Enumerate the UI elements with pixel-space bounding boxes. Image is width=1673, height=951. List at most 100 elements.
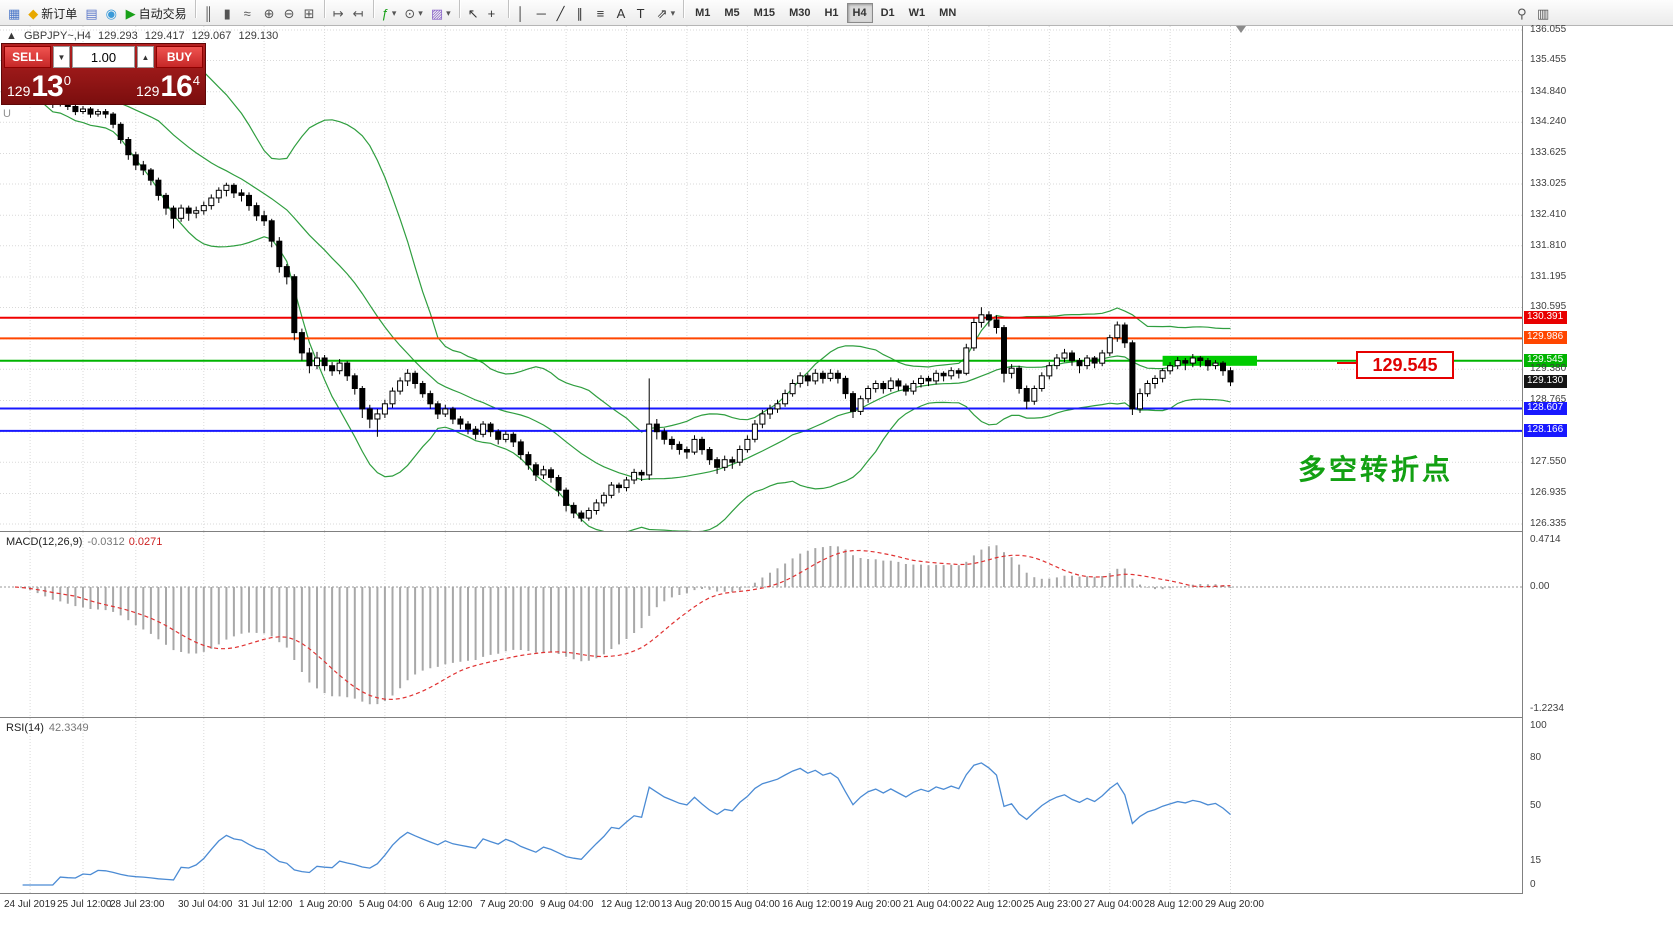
terminal-button[interactable]: ◉ <box>102 3 122 25</box>
rsi-panel[interactable] <box>0 718 1522 893</box>
lot-increase-button[interactable]: ▲ <box>137 46 154 68</box>
indicators-icon: ƒ <box>381 6 389 22</box>
time-scale-label: 12 Aug 12:00 <box>601 899 660 910</box>
time-scale-label: 6 Aug 12:00 <box>419 899 473 910</box>
buy-price: 129 16 4 <box>136 70 200 103</box>
timeframe-w1-button[interactable]: W1 <box>903 3 932 23</box>
templates-icon: ▨ <box>430 6 444 22</box>
price-line-badge: 128.166 <box>1524 424 1568 437</box>
rsi-line <box>22 762 1231 886</box>
auto-scroll-icon: ↦ <box>332 6 344 22</box>
templates-dropdown-icon[interactable]: ▾ <box>446 8 451 19</box>
timeframe-h4-button[interactable]: H4 <box>846 2 873 23</box>
periods-button[interactable]: ⊙ ▾ <box>400 3 426 25</box>
buy-button[interactable]: BUY <box>156 46 203 68</box>
window-list-button[interactable]: ▥ <box>1533 2 1553 24</box>
toolbar-left-group: ▦ ◆ 新订单 ▤ ◉ ▶ 自动交易 ║ ▮ ≈ ⊕ ⊖ ⊞ ↦ ↤ ƒ ▾ ⊙ ▾ ▨ ▾ ↖ + │ ─ ╱ ∥ ≡ A T ⇗ ▾ <box>4 0 688 25</box>
chart-profiles-button[interactable]: ▤ <box>81 3 101 25</box>
time-scale-label: 25 Aug 23:00 <box>1023 899 1082 910</box>
macd-title: MACD(12,26,9) -0.0312 0.0271 <box>6 536 163 548</box>
main-toolbar: ▦ ◆ 新订单 ▤ ◉ ▶ 自动交易 ║ ▮ ≈ ⊕ ⊖ ⊞ ↦ ↤ ƒ ▾ ⊙ ▾ ▨ ▾ ↖ + │ ─ ╱ ∥ ≡ A T ⇗ ▾ M1… <box>0 0 1673 26</box>
price-scale-label: 132.410 <box>1530 209 1567 220</box>
price-scale-label: 135.455 <box>1530 54 1567 65</box>
toolbar-separator <box>507 0 509 19</box>
periods-dropdown-icon[interactable]: ▾ <box>418 8 423 19</box>
chart-line-button[interactable]: ≈ <box>240 3 260 25</box>
chart-shift-button[interactable]: ↤ <box>349 3 369 25</box>
chart-bars-button[interactable]: ║ <box>200 3 220 25</box>
macd-histogram <box>21 545 1232 705</box>
rsi-scale-label: 80 <box>1530 752 1542 763</box>
templates-button[interactable]: ▨ ▾ <box>427 3 455 25</box>
collapse-panel-icon[interactable]: ▲ <box>6 30 17 42</box>
chart-annotation-text[interactable]: 多空转折点 <box>1298 454 1454 485</box>
zoom-in-button[interactable]: ⊕ <box>260 3 280 25</box>
price-callout-box[interactable]: 129.545 <box>1356 351 1454 379</box>
arrows-button[interactable]: ⇗ ▾ <box>653 3 679 25</box>
timeframe-m15-button[interactable]: M15 <box>748 3 781 23</box>
macd-scale-label: 0.00 <box>1530 581 1550 592</box>
vertical-line-button[interactable]: │ <box>513 3 533 25</box>
panel-separator[interactable] <box>0 531 1522 532</box>
indicators-button[interactable]: ƒ ▾ <box>378 3 401 25</box>
timeframe-m30-button[interactable]: M30 <box>783 3 816 23</box>
timeframe-mn-button[interactable]: MN <box>933 3 962 23</box>
macd-scale-label: 0.4714 <box>1530 534 1561 545</box>
arrows-dropdown-icon[interactable]: ▾ <box>670 8 676 19</box>
auto-scroll-button[interactable]: ↦ <box>329 3 349 25</box>
zoom-in-icon: ⊕ <box>263 6 275 22</box>
new-chart-button[interactable]: ▦ <box>4 3 24 25</box>
price-scale-label: 131.810 <box>1530 240 1567 251</box>
watermark-fragment: U <box>3 108 11 120</box>
chart-shift-marker[interactable] <box>1236 26 1246 33</box>
timeframe-m1-button[interactable]: M1 <box>689 3 716 23</box>
horizontal-line-objects[interactable] <box>0 316 1522 432</box>
bollinger-bands <box>14 51 1231 531</box>
cursor-button[interactable]: ↖ <box>464 3 484 25</box>
timeframe-h1-button[interactable]: H1 <box>818 3 844 23</box>
horizontal-line-button[interactable]: ─ <box>533 3 553 25</box>
lot-size-input[interactable]: 1.00 <box>72 46 135 68</box>
new-order-button[interactable]: ◆ 新订单 <box>24 3 81 25</box>
tile-windows-button[interactable]: ⊞ <box>300 3 320 25</box>
macd-signal-line <box>14 549 1231 701</box>
time-scale-label: 27 Aug 04:00 <box>1084 899 1143 910</box>
search-button[interactable]: ⚲ <box>1513 2 1533 24</box>
panel-separator[interactable] <box>0 717 1522 718</box>
tile-windows-icon: ⊞ <box>303 6 315 22</box>
toolbar-separator <box>458 0 460 19</box>
text-label-button[interactable]: T <box>633 3 653 25</box>
new-order-label: 新订单 <box>41 7 78 22</box>
trendline-button[interactable]: ╱ <box>553 3 573 25</box>
price-scale[interactable]: 136.055 135.455 134.840 134.240 133.625 133.0… <box>1522 24 1673 894</box>
equidistant-channel-button[interactable]: ∥ <box>573 3 593 25</box>
axis-separator <box>0 893 1522 894</box>
price-scale-label: 128.765 <box>1530 394 1567 405</box>
autotrading-label: 自动交易 <box>138 7 187 22</box>
text-button[interactable]: A <box>613 3 633 25</box>
price-scale-label: 133.625 <box>1530 147 1567 158</box>
time-scale[interactable]: 24 Jul 2019 25 Jul 12:00 28 Jul 23:00 30 Ju… <box>0 894 1522 918</box>
time-scale-label: 24 Jul 2019 <box>4 899 56 910</box>
chart-profiles-icon: ▤ <box>85 6 98 22</box>
indicators-dropdown-icon[interactable]: ▾ <box>391 8 397 19</box>
macd-panel[interactable] <box>0 532 1522 717</box>
rsi-scale-label: 15 <box>1530 855 1542 866</box>
price-chart[interactable] <box>0 26 1522 531</box>
timeframe-d1-button[interactable]: D1 <box>875 3 901 23</box>
price-scale-label: 130.595 <box>1530 301 1567 312</box>
time-scale-label: 28 Jul 23:00 <box>110 899 165 910</box>
crosshair-button[interactable]: + <box>484 3 504 25</box>
sell-button[interactable]: SELL <box>4 46 51 68</box>
zoom-out-button[interactable]: ⊖ <box>280 3 300 25</box>
fibonacci-button[interactable]: ≡ <box>593 3 613 25</box>
time-scale-label: 21 Aug 04:00 <box>903 899 962 910</box>
autotrading-icon: ▶ <box>125 6 136 22</box>
lot-decrease-button[interactable]: ▼ <box>53 46 70 68</box>
autotrading-button[interactable]: ▶ 自动交易 <box>122 3 191 25</box>
chart-candlesticks-button[interactable]: ▮ <box>220 3 240 25</box>
timeframe-m5-button[interactable]: M5 <box>718 3 745 23</box>
low-value: 129.067 <box>191 30 232 42</box>
sell-price: 129 13 0 <box>7 70 71 103</box>
